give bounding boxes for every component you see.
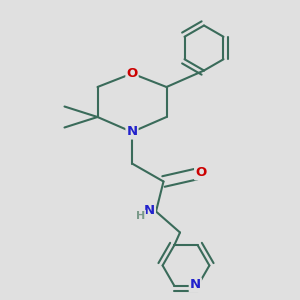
Text: O: O bbox=[195, 166, 206, 179]
Text: O: O bbox=[126, 67, 138, 80]
Text: N: N bbox=[144, 204, 155, 217]
Text: N: N bbox=[126, 125, 138, 139]
Text: H: H bbox=[136, 211, 145, 221]
Text: N: N bbox=[190, 278, 201, 291]
